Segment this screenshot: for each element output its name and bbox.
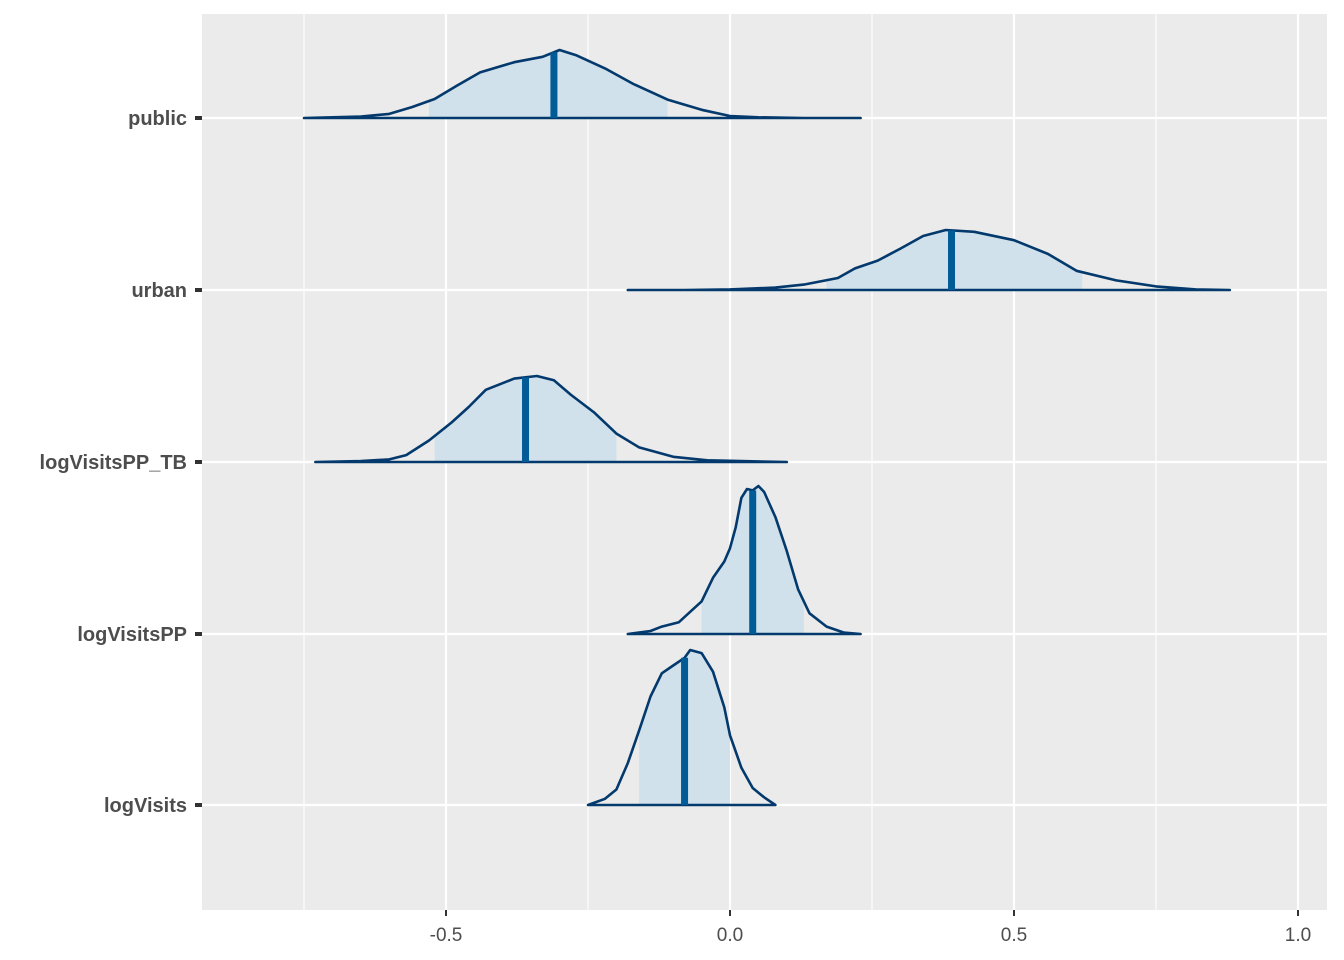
y-tick-label: logVisitsPP (77, 624, 187, 646)
interval-area-public (428, 50, 668, 118)
density-layer (302, 48, 1232, 807)
y-tick-label: logVisitsPP_TB (40, 452, 187, 474)
density-outline-public (302, 48, 862, 120)
x-tick-label: 1.0 (1285, 925, 1311, 946)
density-outline-logVisitsPP_TB (314, 374, 789, 464)
y-tick-label: urban (131, 280, 187, 302)
x-tick-label: -0.5 (430, 925, 463, 946)
density-logVisitsPP_TB (314, 374, 789, 464)
y-tick-label: public (128, 108, 187, 130)
x-tick-label: 0.5 (1001, 925, 1027, 946)
density-logVisitsPP (626, 484, 862, 636)
x-axis: -0.5 0.0 0.5 1.0 (430, 910, 1311, 946)
density-public (302, 48, 862, 120)
y-tick-label: logVisits (104, 795, 187, 817)
density-outline-logVisitsPP (626, 484, 862, 636)
density-outline-logVisits (586, 648, 777, 807)
density-urban (626, 228, 1232, 292)
y-axis: public urban logVisitsPP_TB logVisitsPP logV… (40, 108, 202, 817)
density-logVisits (586, 648, 777, 807)
density-outline-urban (626, 228, 1232, 292)
x-tick-label: 0.0 (717, 925, 743, 946)
